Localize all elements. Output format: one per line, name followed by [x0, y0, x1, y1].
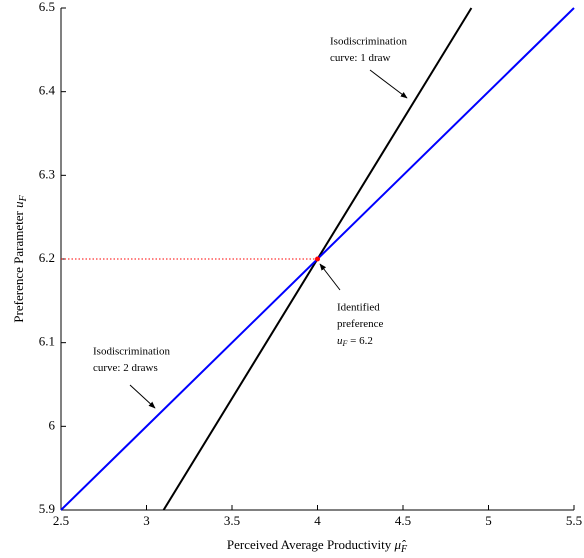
label-sub: F — [18, 194, 29, 202]
y-tick-label: 6 — [49, 417, 56, 432]
annotation-arrow — [319, 263, 341, 291]
math-sub: F — [342, 339, 348, 348]
x-tick-label: 3.5 — [224, 513, 240, 528]
x-axis-label: Perceived Average Productivity μ̂F — [227, 537, 408, 555]
x-tick-label: 4.5 — [395, 513, 411, 528]
y-tick-label: 5.9 — [39, 501, 55, 516]
label-symbol: u — [11, 201, 26, 208]
y-tick-label: 6.1 — [39, 334, 55, 349]
label-text: Perceived Average Productivity — [227, 537, 395, 552]
y-tick-label: 6.4 — [39, 83, 56, 98]
x-tick-label: 5 — [485, 513, 492, 528]
annotation-math: uF = 6.2 — [337, 335, 373, 348]
annotation-text: Identified — [337, 302, 380, 314]
annotation-text: Isodiscrimination — [93, 346, 170, 358]
annotation-text: curve: 1 draw — [330, 52, 391, 64]
annotation-text: Isodiscrimination — [330, 36, 407, 48]
x-tick-label: 4 — [314, 513, 321, 528]
x-tick-label: 3 — [143, 513, 150, 528]
x-tick-label: 2.5 — [53, 513, 69, 528]
annotation-arrow — [369, 69, 408, 99]
annotation-text: preference — [337, 318, 384, 330]
math-symbol: u — [337, 335, 343, 347]
annotation-arrow — [129, 384, 156, 409]
x-tick-label: 5.5 — [566, 513, 582, 528]
label-sub: F — [400, 544, 408, 555]
math-rest: = 6.2 — [347, 335, 372, 347]
point — [315, 256, 320, 262]
annotation-text: curve: 2 draws — [93, 362, 158, 374]
y-axis-label: Preference Parameter uF — [11, 194, 29, 322]
y-tick-label: 6.2 — [39, 250, 55, 265]
y-tick-label: 6.3 — [39, 166, 55, 181]
label-text: Preference Parameter — [11, 208, 26, 323]
y-tick-label: 6.5 — [39, 0, 55, 14]
